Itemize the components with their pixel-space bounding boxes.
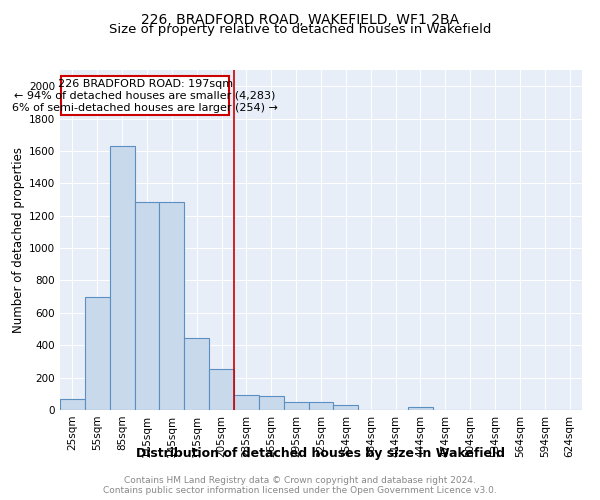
Bar [334, 405, 358, 410]
Bar [234, 394, 259, 410]
Bar [160, 202, 184, 410]
Text: 226 BRADFORD ROAD: 197sqm
← 94% of detached houses are smaller (4,283)
6% of sem: 226 BRADFORD ROAD: 197sqm ← 94% of detac… [12, 80, 278, 112]
Y-axis label: Number of detached properties: Number of detached properties [12, 147, 25, 333]
Bar [85, 298, 110, 410]
Bar [60, 400, 85, 410]
Bar [284, 402, 308, 410]
Bar [110, 146, 134, 410]
Text: 226, BRADFORD ROAD, WAKEFIELD, WF1 2BA: 226, BRADFORD ROAD, WAKEFIELD, WF1 2BA [141, 12, 459, 26]
Text: Contains HM Land Registry data © Crown copyright and database right 2024.: Contains HM Land Registry data © Crown c… [124, 476, 476, 485]
Text: Distribution of detached houses by size in Wakefield: Distribution of detached houses by size … [137, 448, 505, 460]
Bar [134, 202, 160, 410]
Text: Contains public sector information licensed under the Open Government Licence v3: Contains public sector information licen… [103, 486, 497, 495]
Text: Size of property relative to detached houses in Wakefield: Size of property relative to detached ho… [109, 22, 491, 36]
Bar [209, 368, 234, 410]
FancyBboxPatch shape [61, 76, 229, 116]
Bar [184, 338, 209, 410]
Bar [308, 402, 334, 410]
Bar [259, 396, 284, 410]
Bar [408, 407, 433, 410]
